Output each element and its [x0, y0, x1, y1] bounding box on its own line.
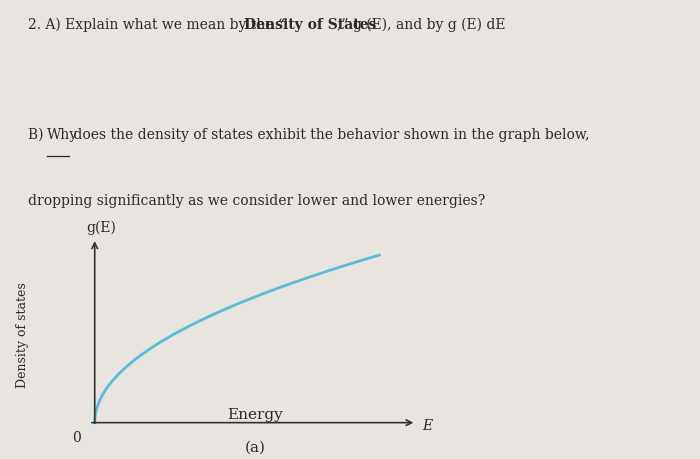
- Text: B): B): [28, 128, 48, 142]
- Text: 2. A) Explain what we mean by the “: 2. A) Explain what we mean by the “: [28, 17, 285, 32]
- Text: Energy: Energy: [228, 409, 284, 422]
- Text: Density of states: Density of states: [16, 282, 29, 388]
- Text: ,” g (E), and by g (E) dE: ,” g (E), and by g (E) dE: [337, 17, 505, 32]
- Text: dropping significantly as we consider lower and lower energies?: dropping significantly as we consider lo…: [28, 194, 485, 208]
- Text: g(E): g(E): [86, 221, 116, 235]
- Text: E: E: [422, 419, 432, 433]
- Text: Why: Why: [47, 128, 78, 142]
- Text: (a): (a): [245, 441, 266, 454]
- Text: does the density of states exhibit the behavior shown in the graph below,: does the density of states exhibit the b…: [69, 128, 589, 142]
- Text: Density of States: Density of States: [244, 17, 376, 32]
- Text: 0: 0: [71, 431, 80, 445]
